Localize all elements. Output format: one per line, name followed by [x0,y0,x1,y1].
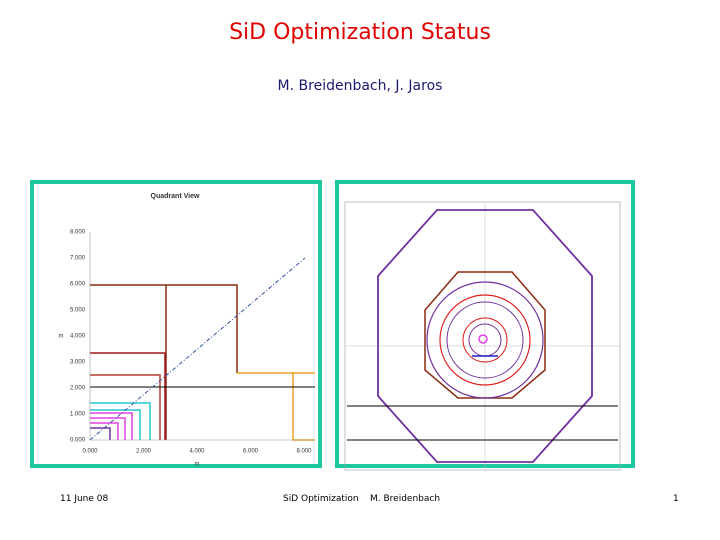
x-tick-label: 8.000 [296,449,312,455]
y-tick-label: 5.000 [70,308,86,314]
slide-title: SiD Optimization Status [229,20,491,45]
y-tick-label: 3.000 [70,360,86,366]
x-tick-label: 2.000 [136,449,152,455]
y-tick-label: 4.000 [70,334,86,340]
y-tick-label: 8.000 [70,230,86,236]
x-tick-label: 6.000 [243,449,259,455]
quadrant-drawing [89,232,315,441]
y-tick-label: 2.000 [70,386,86,392]
footer-topic: SiD Optimization [283,494,359,504]
footer-author: M. Breidenbach [370,494,441,504]
y-tick-label: 6.000 [70,282,86,288]
y-tick-label: 1.000 [70,412,86,418]
y-tick-label: 0.000 [70,438,86,444]
x-label: m [195,462,200,468]
authors: M. Breidenbach, J. Jaros [277,78,443,94]
end-view-drawing [344,201,621,471]
x-tick-label: 0.000 [82,449,98,455]
y-label: m [59,334,64,340]
x-tick-label: 4.000 [189,449,205,455]
y-tick-label: 7.000 [70,256,86,262]
chart-title: Quadrant View [151,193,200,200]
left-frame [30,180,322,468]
page-number: 1 [673,494,679,504]
footer-date: 11 June 08 [60,494,109,504]
